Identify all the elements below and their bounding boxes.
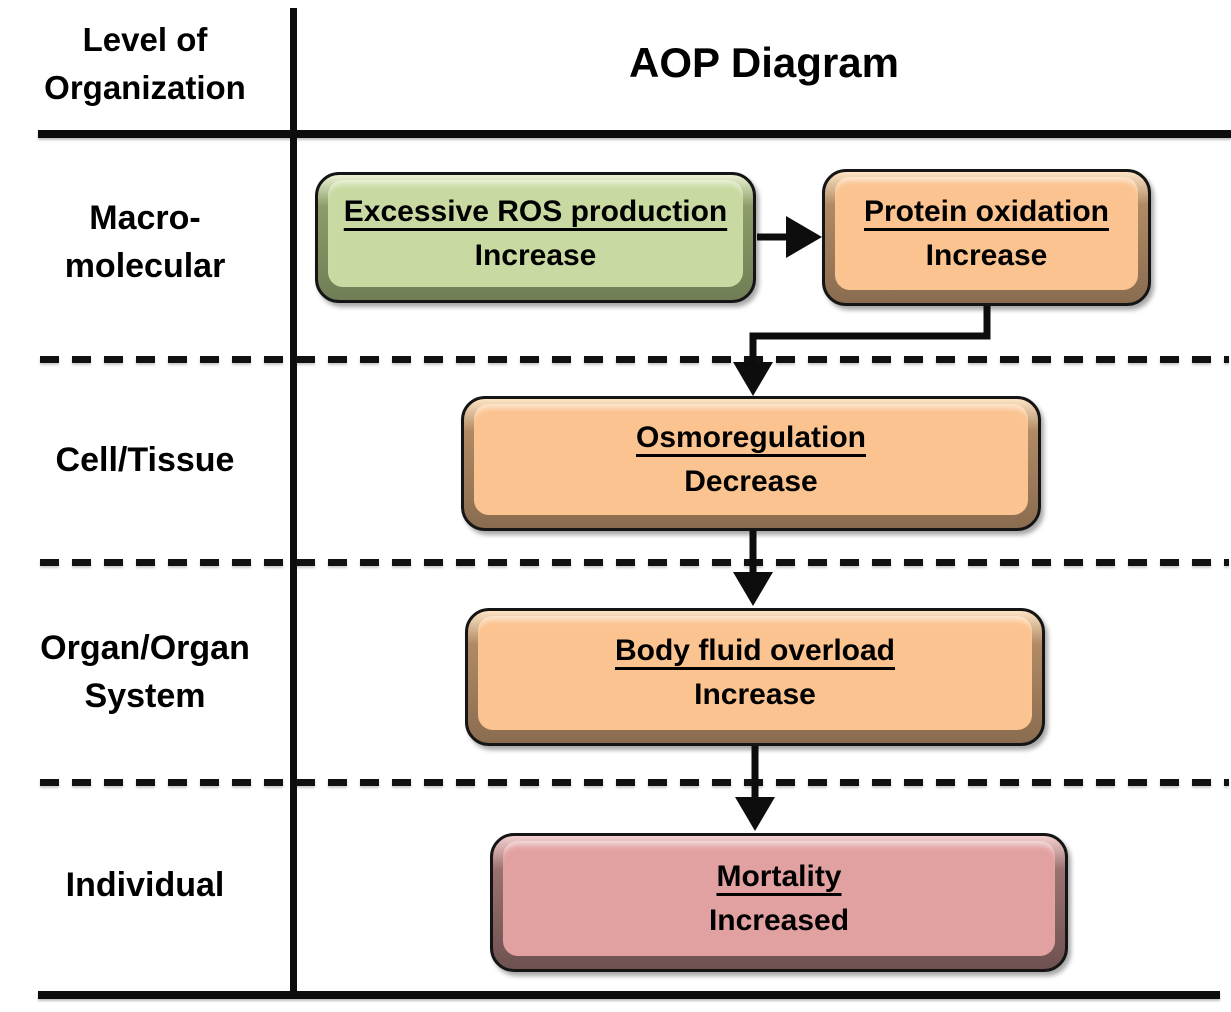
level-divider-macromolecular-cell: [40, 356, 1229, 363]
node-mortality: Mortality Increased: [490, 833, 1068, 972]
level-column-title-line: Level of: [82, 21, 208, 59]
node-body-fluid-overload: Body fluid overload Increase: [465, 608, 1045, 746]
node-title: Excessive ROS production: [343, 194, 728, 228]
arrow-osmoregulation-to-body-fluid-overload: [733, 531, 773, 606]
node-title: Osmoregulation: [635, 420, 867, 454]
node-title: Protein oxidation: [863, 194, 1109, 228]
level-label-line: Individual: [65, 866, 225, 905]
level-column-title: Level of Organization: [0, 0, 290, 128]
node-change: Increase: [694, 678, 816, 711]
node-face: Protein oxidation Increase: [835, 177, 1138, 290]
level-label-line: System: [84, 677, 206, 715]
level-label-line: Cell/Tissue: [55, 441, 235, 480]
level-column-title-line: Organization: [44, 69, 246, 106]
page-title-text: AOP Diagram: [629, 39, 899, 86]
node-change: Decrease: [684, 464, 818, 498]
level-divider-organ-individual: [40, 779, 1229, 786]
header-separator-line: [38, 130, 1231, 138]
node-protein-oxidation: Protein oxidation Increase: [822, 169, 1151, 306]
level-label-individual: Individual: [0, 786, 290, 986]
arrow-body-fluid-overload-to-mortality: [735, 746, 775, 831]
node-excessive-ros-production: Excessive ROS production Increase: [315, 172, 756, 303]
node-change: Increase: [474, 238, 597, 272]
level-label-line: Organ/Organ: [40, 629, 250, 668]
node-change: Increased: [708, 903, 850, 937]
level-label-organ-system: Organ/Organ System: [0, 567, 290, 779]
level-label-line: molecular: [64, 247, 226, 285]
node-osmoregulation: Osmoregulation Decrease: [461, 396, 1041, 531]
bottom-border-line: [38, 991, 1220, 999]
level-label-macromolecular: Macro- molecular: [0, 138, 290, 348]
page-title: AOP Diagram: [297, 0, 1231, 126]
arrow-ros-to-protein-oxidation: [757, 216, 822, 258]
connector-protein-oxidation-to-osmoregulation: [733, 306, 991, 396]
level-label-cell-tissue: Cell/Tissue: [0, 363, 290, 559]
node-face: Excessive ROS production Increase: [328, 180, 743, 287]
level-label-line: Macro-: [89, 199, 201, 238]
node-face: Body fluid overload Increase: [478, 616, 1032, 730]
node-change: Increase: [925, 238, 1048, 272]
node-title: Body fluid overload: [614, 634, 896, 667]
node-title: Mortality: [716, 859, 842, 893]
node-face: Mortality Increased: [503, 841, 1055, 956]
column-divider-line: [290, 8, 297, 999]
node-face: Osmoregulation Decrease: [474, 404, 1028, 515]
level-divider-cell-organ: [40, 559, 1229, 566]
